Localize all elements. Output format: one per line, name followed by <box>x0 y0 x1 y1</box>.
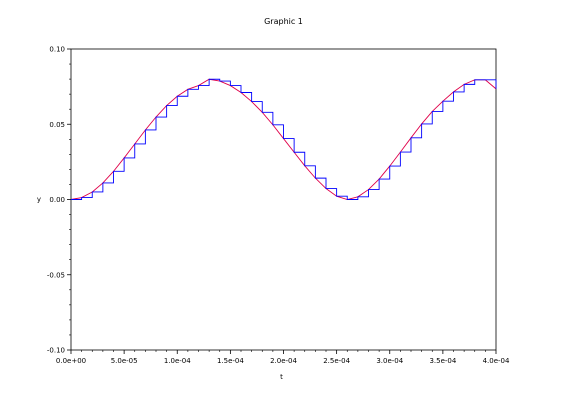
y-tick-label: 0.10 <box>49 46 65 54</box>
x-tick-label: 1.5e-04 <box>217 357 244 365</box>
x-axis-label: t <box>280 373 283 381</box>
x-tick-label: 3.0e-04 <box>376 357 403 365</box>
y-tick-label: -0.05 <box>47 271 65 279</box>
x-tick-label: 0.0e+00 <box>56 357 86 365</box>
plot-frame <box>70 48 497 351</box>
x-tick-label: 2.5e-04 <box>323 357 350 365</box>
y-tick-label: -0.10 <box>47 347 65 355</box>
y-tick-label: 0.00 <box>49 196 65 204</box>
y-axis-label: y <box>37 196 41 204</box>
chart-title: Graphic 1 <box>264 17 303 26</box>
x-tick-label: 1.0e-04 <box>164 357 191 365</box>
y-tick-label: 0.05 <box>49 121 65 129</box>
continuous-series-line <box>70 78 497 200</box>
step-series-line <box>71 78 497 200</box>
x-tick-label: 3.5e-04 <box>429 357 456 365</box>
x-tick-label: 5.0e-05 <box>111 357 138 365</box>
x-tick-label: 4.0e-04 <box>483 357 510 365</box>
x-tick-label: 2.0e-04 <box>270 357 297 365</box>
